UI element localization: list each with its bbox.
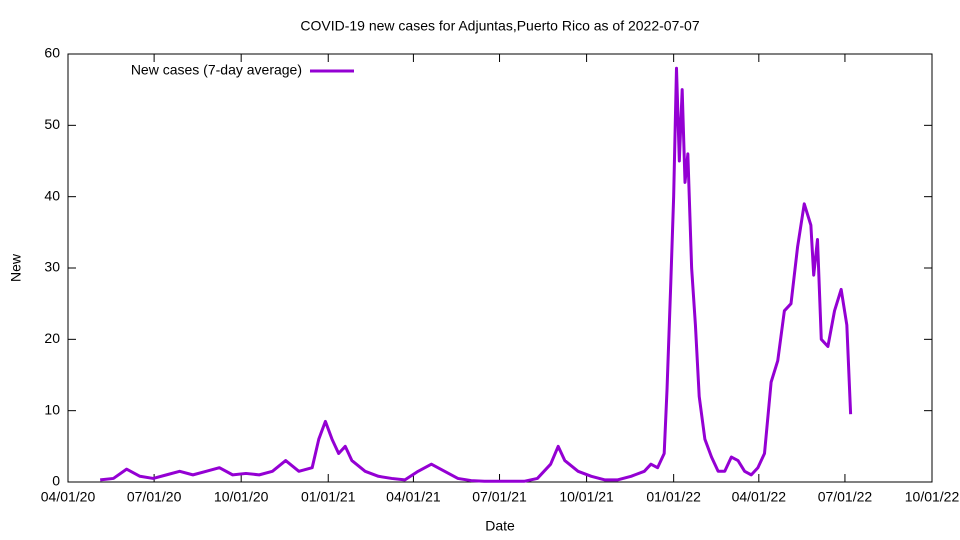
y-tick-label: 40: [44, 187, 60, 203]
legend-label: New cases (7-day average): [131, 62, 302, 78]
y-tick-label: 30: [44, 259, 60, 275]
y-tick-label: 0: [52, 473, 60, 489]
x-tick-label: 04/01/22: [732, 489, 787, 505]
y-tick-label: 20: [44, 330, 60, 346]
x-tick-label: 04/01/21: [386, 489, 441, 505]
x-tick-label: 10/01/20: [214, 489, 269, 505]
x-tick-label: 07/01/20: [127, 489, 182, 505]
x-tick-label: 07/01/22: [818, 489, 873, 505]
x-tick-label: 04/01/20: [41, 489, 96, 505]
x-tick-label: 10/01/22: [905, 489, 960, 505]
plot-frame: [67, 53, 933, 483]
x-axis-label: Date: [485, 518, 515, 534]
chart-title: COVID-19 new cases for Adjuntas,Puerto R…: [300, 18, 699, 34]
series-line: [100, 66, 853, 483]
y-tick-label: 50: [44, 116, 60, 132]
y-tick-label: 60: [44, 45, 60, 61]
y-axis-label: New: [8, 253, 24, 282]
x-tick-label: 01/01/22: [646, 489, 701, 505]
x-tick-label: 07/01/21: [472, 489, 527, 505]
y-tick-label: 10: [44, 401, 60, 417]
x-tick-label: 01/01/21: [301, 489, 356, 505]
x-tick-label: 10/01/21: [559, 489, 614, 505]
